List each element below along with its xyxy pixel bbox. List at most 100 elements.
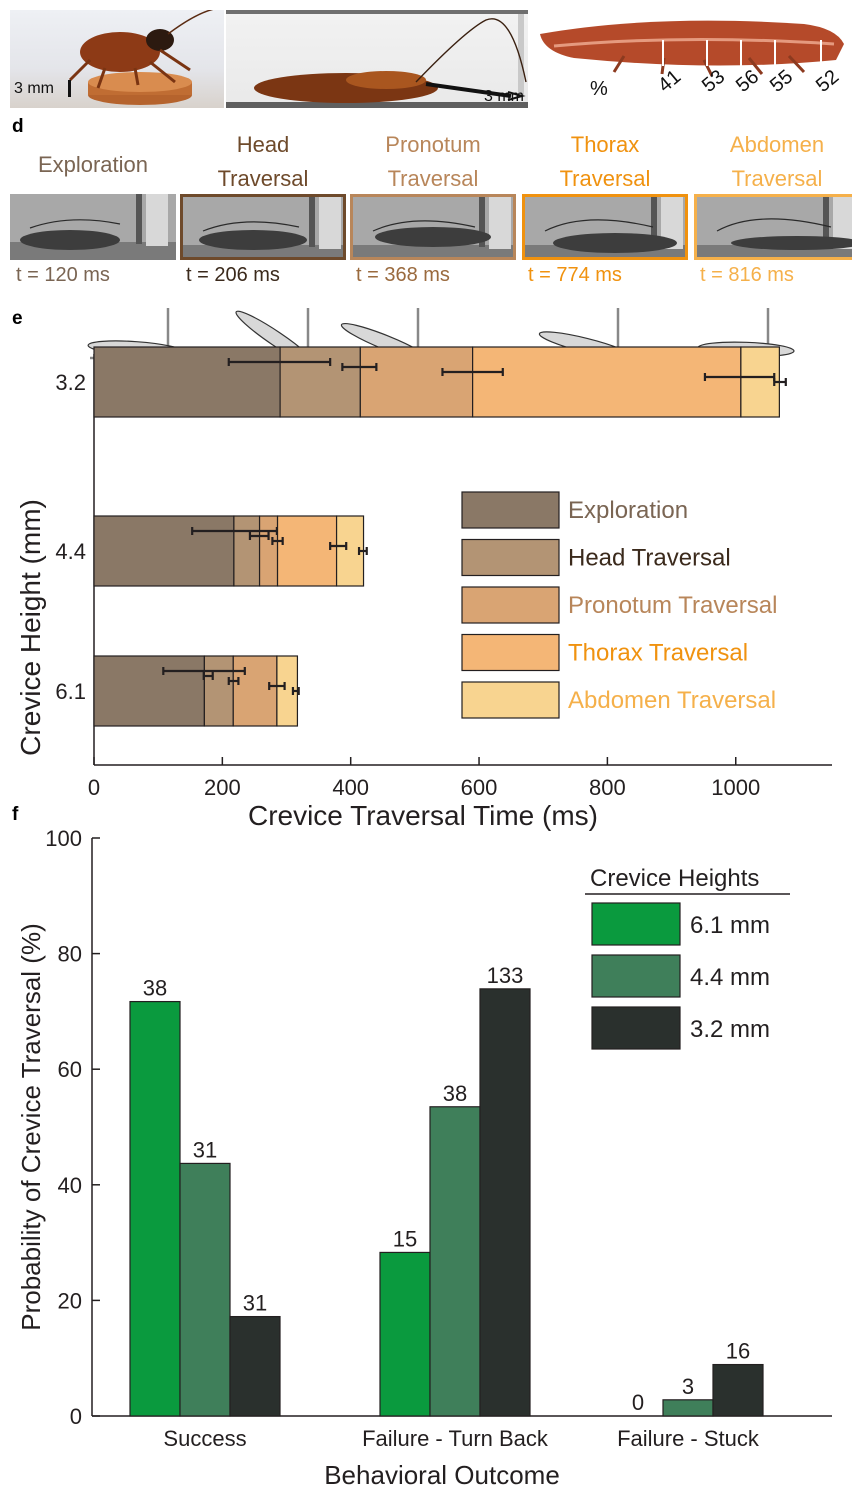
legend-swatch [461,633,560,672]
x-tick-label: 0 [88,775,100,800]
bar-segment [740,346,780,418]
frame-phase-label-line: Traversal [217,166,309,191]
frame-phase-label: Pronotum Traversal [350,128,516,196]
frame-phase-label-line: Abdomen [729,132,825,157]
bar-segment [93,515,235,587]
legend-label: 4.4 mm [690,964,770,991]
x-tick-label: 400 [332,775,369,800]
bar-segment [93,346,281,418]
legend-swatch [591,902,681,946]
bar-count-label: 0 [632,1390,644,1415]
frame-time-label: t = 120 ms [16,264,110,286]
bar-count-label: 15 [393,1226,417,1251]
frame-time-label: t = 206 ms [186,264,280,286]
bar-count-label: 38 [443,1081,467,1106]
panel-letter-f: f [12,804,19,825]
frame-illustration [10,194,176,260]
y-tick-label: 80 [58,942,82,967]
y-tick-label: 40 [58,1173,82,1198]
frame-phase-label: Abdomen Traversal [694,128,852,196]
x-tick-label: 200 [204,775,241,800]
y-tick-label: 100 [45,826,82,851]
cockroach-side-photo: 41 53 56 55 52 % [534,10,848,108]
cockroach-crevice-illustration [226,10,528,108]
x-tick-label: 600 [461,775,498,800]
x-tick-label: Success [163,1426,246,1451]
frame-phase-label-line: Head [236,132,290,157]
frame-phase-label-line: Pronotum [385,132,481,157]
y-tick-label: 60 [58,1057,82,1082]
frame-phase-label-line: Traversal [559,166,651,191]
legend-label: Pronotum Traversal [568,592,777,619]
bar [179,1162,231,1417]
legend-swatch [591,1006,681,1050]
scale-label: 3 mm [14,80,54,97]
bar-count-label: 31 [243,1291,267,1316]
legend-swatch [461,586,560,624]
frame-time-label: t = 368 ms [356,264,450,286]
legend-label: 3.2 mm [690,1016,770,1043]
frame-phase-label: Exploration [10,148,176,182]
bar [429,1106,481,1417]
frame-phase-label-line: Exploration [37,152,149,177]
y-tick-label: 4.4 [55,539,86,564]
bar-segment [276,515,338,587]
legend-swatch [591,954,681,998]
bar-segment [93,655,205,727]
legend-label: Abdomen Traversal [568,687,776,714]
legend-label: Exploration [568,497,688,524]
legend-swatch [461,681,560,719]
bar [379,1251,431,1417]
y-tick-label: 3.2 [55,370,86,395]
x-tick-label: Failure - Turn Back [362,1426,549,1451]
frame-phase-label: Thorax Traversal [522,128,688,196]
bar-count-label: 3 [682,1374,694,1399]
frame-illustration [183,197,343,257]
percent-tick-line [740,40,742,66]
legend-title: Crevice Heights [590,865,759,892]
bar [229,1315,281,1417]
x-tick-label: 1000 [711,775,760,800]
bar-segment [203,655,234,727]
bar-segment [359,346,474,418]
bar-count-label: 31 [193,1137,217,1162]
frame-illustration [525,197,685,257]
bar-segment [258,515,279,587]
percent-tick-line [774,40,776,66]
panel-letter-e: e [12,308,23,329]
y-tick-label: 6.1 [55,679,86,704]
percent-tick-line [662,40,664,66]
legend-label: 6.1 mm [690,912,770,939]
legend-label: Head Traversal [568,545,731,572]
y-axis-title: Crevice Height (mm) [15,499,46,756]
bar-count-label: 133 [487,963,524,988]
frame-time-label: t = 774 ms [528,264,622,286]
legend: Exploration Head Traversal Pronotum Traver… [461,491,777,719]
cockroach-side-illustration [540,20,844,77]
x-axis-title: Behavioral Outcome [324,1460,560,1488]
frame-image [350,194,516,260]
percent-tick-line [706,40,708,66]
cockroach-on-coin-photo: 3 mm [10,10,224,108]
y-axis-title: Probability of Crevice Traversal (%) [16,923,46,1330]
frame-image [10,194,176,260]
cockroach-coin-illustration [68,10,214,105]
frame-illustration [697,197,852,257]
frame-phase-label-line: Thorax [570,132,640,157]
y-tick-label: 20 [58,1288,82,1313]
frame-image [180,194,346,260]
y-tick-label: 0 [70,1404,82,1429]
x-tick-label: 800 [589,775,626,800]
legend-swatch [461,538,560,577]
panel-letter-d: d [12,116,24,137]
legend-swatch [461,491,560,529]
bar [479,988,531,1417]
x-tick-label: Failure - Stuck [617,1426,760,1451]
percent-tick-line [820,40,822,66]
bar-segment [233,515,261,587]
x-axis-title: Crevice Traversal Time (ms) [248,800,598,831]
legend-label: Thorax Traversal [568,640,748,667]
frame-phase-label-line: Traversal [731,166,823,191]
bar-count-label: 16 [726,1339,750,1364]
frame-illustration [353,197,513,257]
